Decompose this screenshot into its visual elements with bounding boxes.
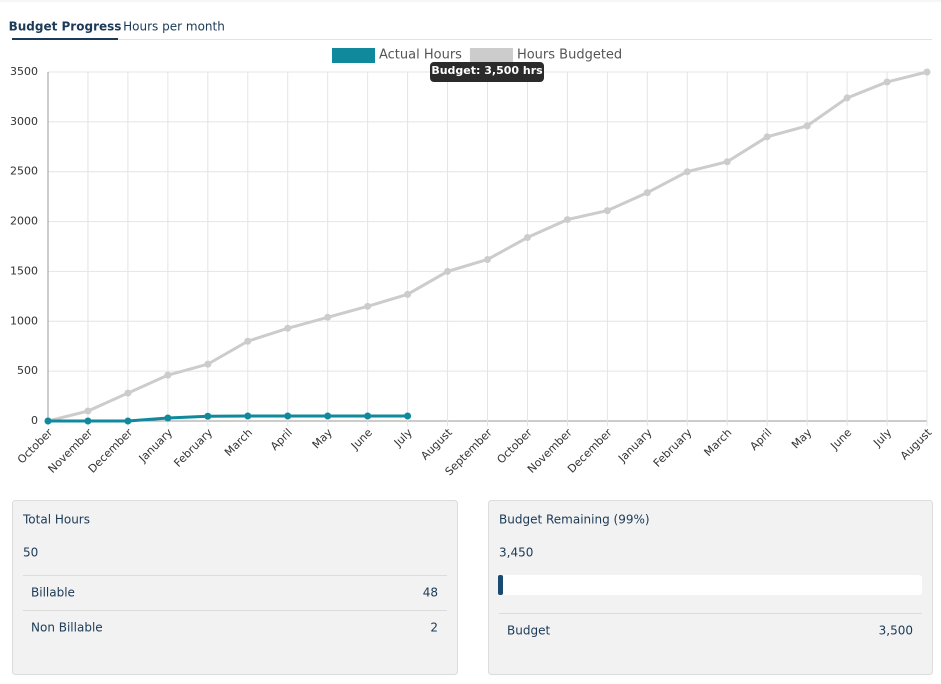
point (883, 78, 891, 86)
row-label: Billable (31, 586, 75, 600)
card-title: Total Hours (22, 513, 90, 527)
point (324, 412, 332, 420)
legend-label: Actual Hours (379, 48, 462, 63)
point (803, 122, 811, 130)
legend-label: Hours Budgeted (517, 48, 622, 63)
card-value: 50 (23, 546, 38, 560)
point (723, 158, 731, 166)
point (284, 412, 292, 420)
point (204, 412, 212, 420)
point (843, 94, 851, 102)
point (244, 337, 252, 345)
tooltip-text: Budget: 3,500 hrs (431, 64, 543, 77)
point (204, 360, 212, 368)
point (643, 189, 651, 197)
point (244, 412, 252, 420)
point (404, 412, 412, 420)
point (364, 412, 372, 420)
point (364, 302, 372, 310)
card-title: Budget Remaining (99%) (499, 513, 650, 527)
series-line (48, 414, 408, 423)
point (284, 324, 292, 332)
tab[interactable]: Hours per month (123, 20, 225, 34)
point (84, 407, 92, 415)
point (523, 234, 531, 242)
y-tick-label: 1500 (10, 264, 38, 277)
point (923, 68, 931, 76)
point (404, 290, 412, 298)
point (763, 133, 771, 141)
card-value: 3,450 (499, 546, 533, 560)
y-tick-label: 2500 (10, 165, 38, 178)
point (324, 313, 332, 321)
y-tick-label: 3000 (10, 115, 38, 128)
point (444, 267, 452, 275)
point (683, 168, 691, 176)
y-tick-label: 3500 (10, 65, 38, 78)
legend-swatch (332, 48, 375, 63)
point (84, 417, 92, 425)
y-tick-label: 0 (31, 414, 38, 427)
point (124, 417, 132, 425)
row-value: 2 (430, 621, 438, 635)
tab-active[interactable]: Budget Progress (9, 20, 122, 34)
point (44, 417, 52, 425)
row-value: 48 (423, 586, 438, 600)
total-card (12, 500, 458, 675)
progress-fill (498, 575, 503, 595)
y-tick-label: 1000 (10, 314, 38, 327)
row-label: Budget (507, 624, 550, 638)
point (603, 207, 611, 215)
y-tick-label: 2000 (10, 215, 38, 228)
row-value: 3,500 (879, 624, 913, 638)
progress-track (498, 575, 922, 595)
point (164, 371, 172, 379)
point (563, 216, 571, 224)
row-label: Non Billable (31, 621, 103, 635)
point (164, 414, 172, 422)
legend-swatch (469, 48, 513, 63)
tooltip (430, 62, 544, 82)
point (484, 255, 491, 263)
point (124, 389, 132, 397)
y-tick-label: 500 (17, 364, 38, 377)
